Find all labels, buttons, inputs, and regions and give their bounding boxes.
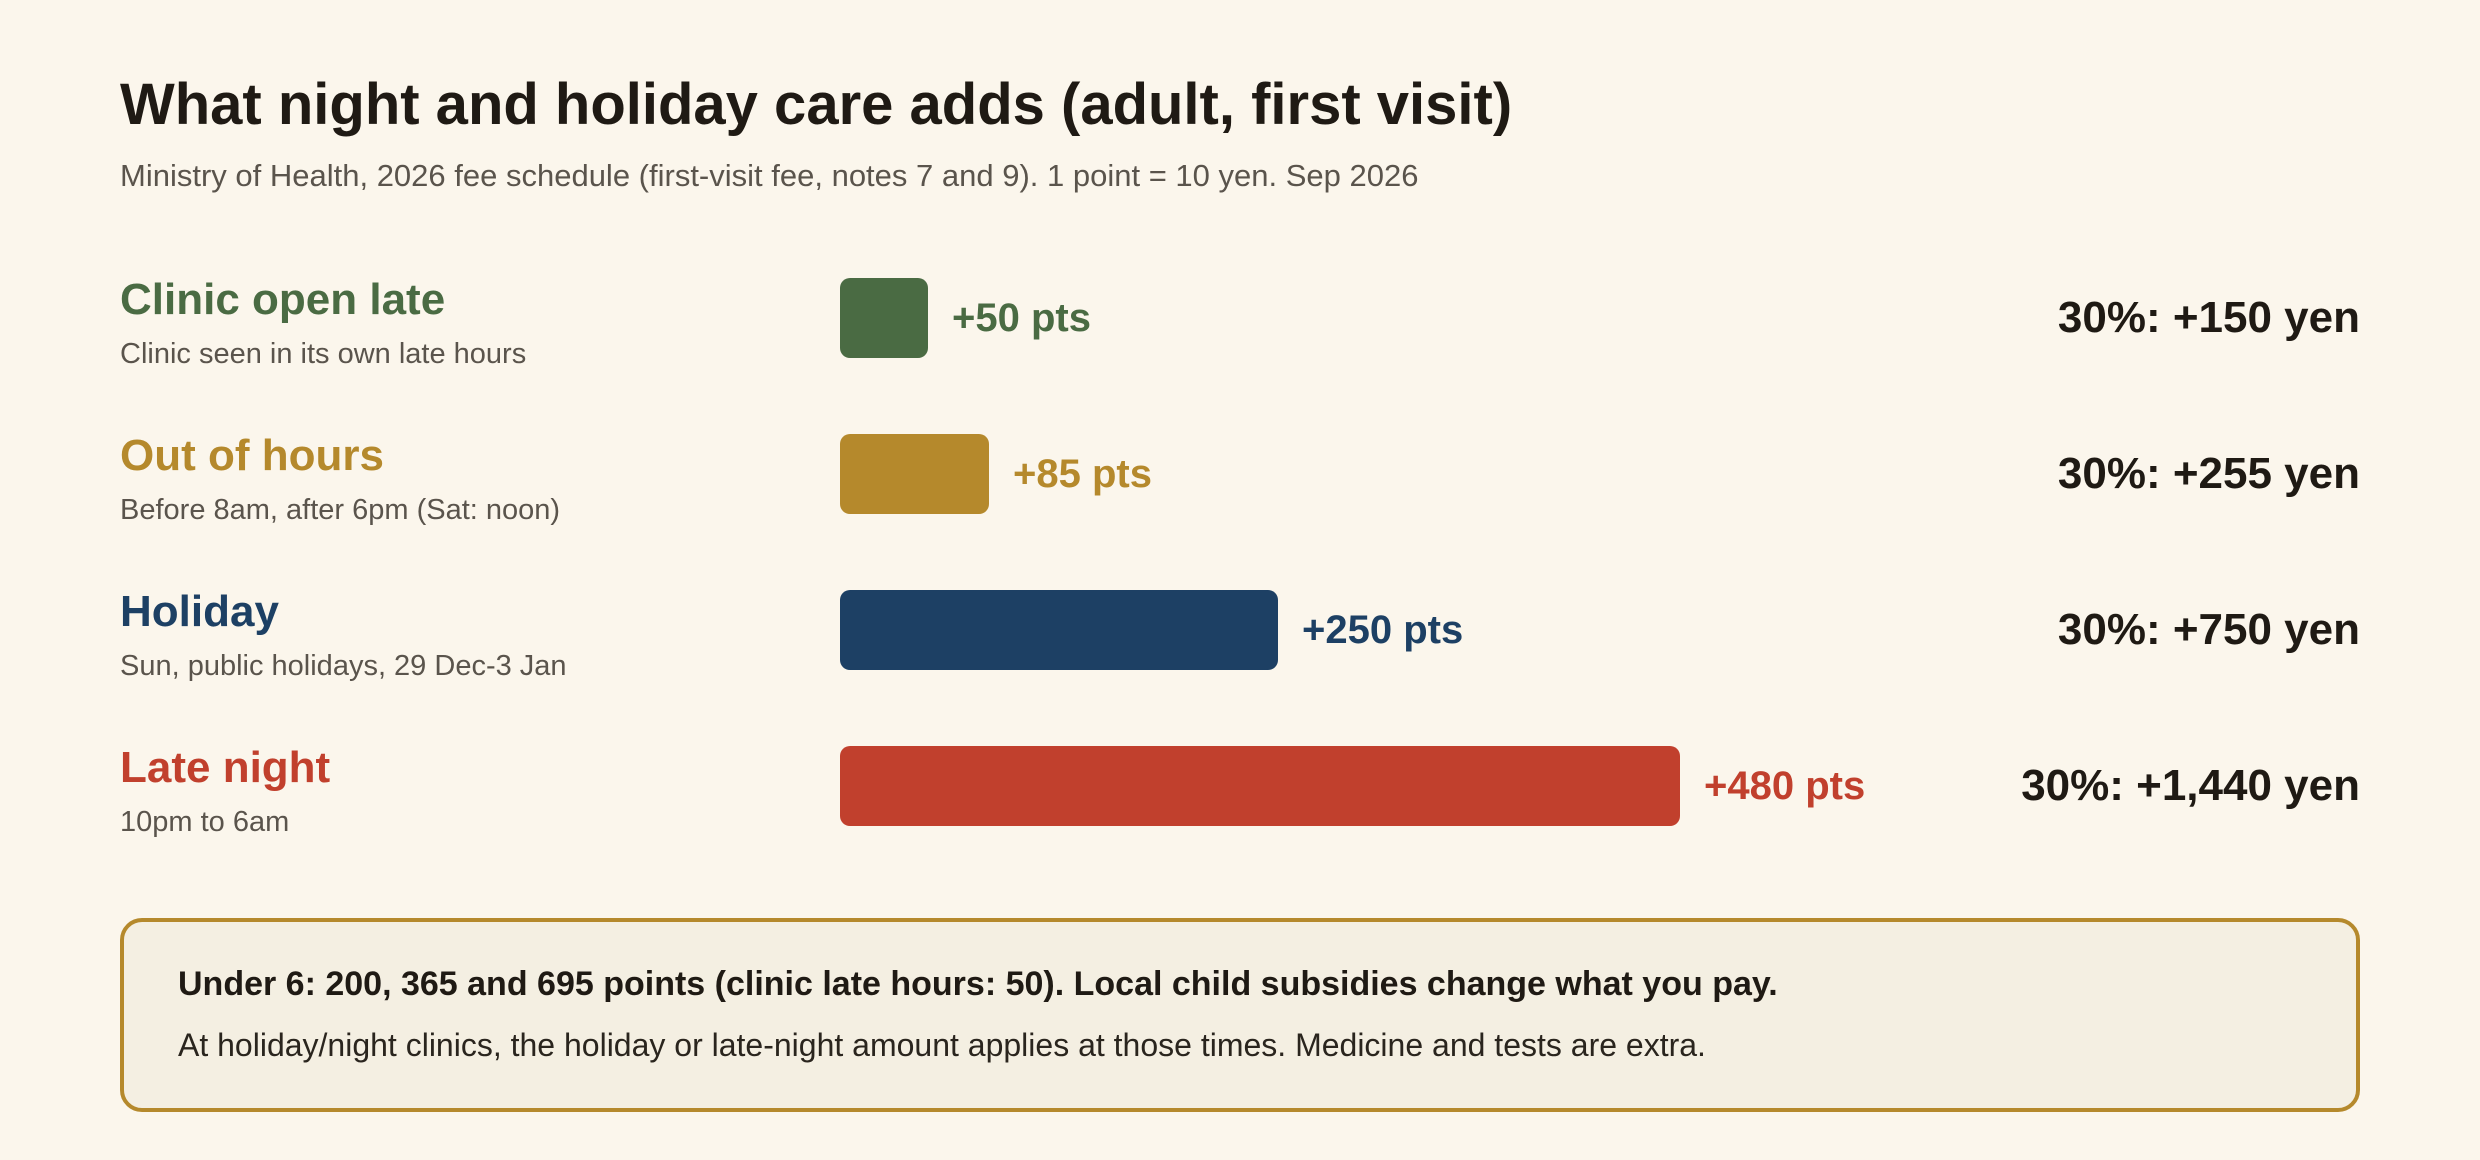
bar [840, 590, 1278, 670]
category-label: Out of hours [120, 431, 384, 480]
category-label: Clinic open late [120, 275, 446, 324]
chart-row: Holiday Sun, public holidays, 29 Dec-3 Ja… [120, 576, 2360, 696]
bar-chart: Clinic open late Clinic seen in its own l… [120, 264, 2360, 864]
bar [840, 746, 1680, 826]
patient-cost-label: 30%: +1,440 yen [2021, 761, 2360, 810]
footnote-highlight: Under 6: 200, 365 and 695 points (clinic… [178, 965, 1778, 1003]
patient-cost-label: 30%: +255 yen [2057, 449, 2360, 498]
category-description: Sun, public holidays, 29 Dec-3 Jan [120, 650, 567, 682]
chart-row: Out of hours Before 8am, after 6pm (Sat: … [120, 420, 2360, 540]
page-title: What night and holiday care adds (adult,… [120, 72, 1513, 137]
footnote-box: Under 6: 200, 365 and 695 points (clinic… [120, 918, 2360, 1112]
category-description: Before 8am, after 6pm (Sat: noon) [120, 494, 561, 526]
bar [840, 434, 989, 514]
bar-value-label: +85 pts [1013, 452, 1152, 496]
footnote-text: At holiday/night clinics, the holiday or… [178, 1027, 1706, 1063]
bar-value-label: +50 pts [952, 296, 1091, 340]
bar-value-label: +480 pts [1704, 764, 1866, 808]
category-description: 10pm to 6am [120, 806, 290, 838]
category-label: Late night [120, 743, 331, 792]
chart-row: Clinic open late Clinic seen in its own l… [120, 264, 2360, 384]
page-subtitle: Ministry of Health, 2026 fee schedule (f… [120, 158, 1419, 193]
page: What night and holiday care adds (adult,… [120, 0, 2360, 1160]
bar [840, 278, 928, 358]
patient-cost-label: 30%: +750 yen [2057, 605, 2360, 654]
chart-row: Late night 10pm to 6am +480 pts 30%: +1,440… [120, 732, 2360, 852]
category-description: Clinic seen in its own late hours [120, 338, 527, 370]
patient-cost-label: 30%: +150 yen [2057, 293, 2360, 342]
category-label: Holiday [120, 587, 279, 636]
bar-value-label: +250 pts [1302, 608, 1464, 652]
